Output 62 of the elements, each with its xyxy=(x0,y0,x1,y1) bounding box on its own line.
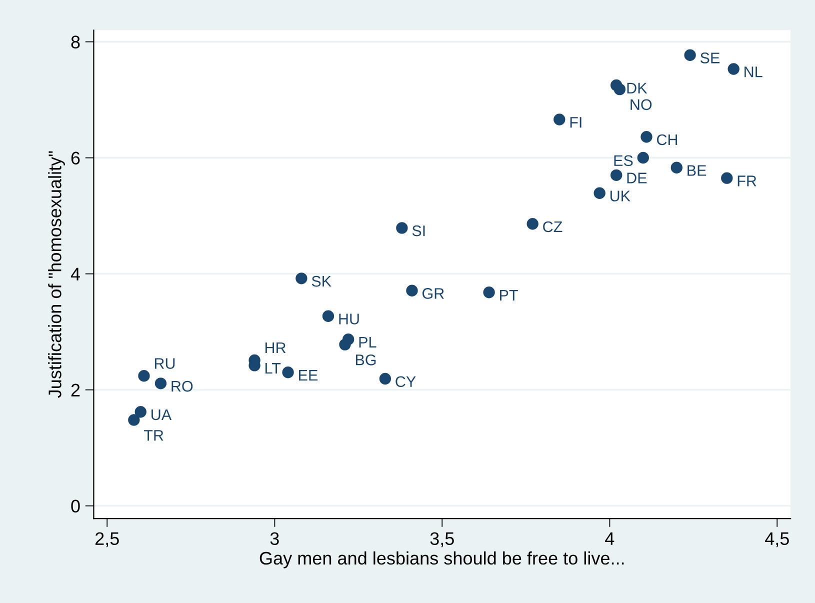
point xyxy=(610,169,622,182)
annotation: NL xyxy=(744,66,762,78)
annotation: TR xyxy=(144,430,164,441)
annotation: PT xyxy=(500,290,518,300)
annotation: UA xyxy=(152,409,172,420)
point xyxy=(684,49,696,61)
point xyxy=(134,406,146,418)
x-tick-label: 3 xyxy=(270,532,279,546)
annotation: RO xyxy=(172,380,193,392)
annotation: SK xyxy=(312,276,332,287)
point xyxy=(138,370,150,382)
annotation: FR xyxy=(738,176,756,186)
annotation: CH xyxy=(656,134,678,146)
annotation: SE xyxy=(700,52,720,64)
annotation: HU xyxy=(339,314,359,324)
point xyxy=(728,63,740,75)
x-axis-title: Gay men and lesbians should be free to live... xyxy=(260,551,624,568)
annotation: DE xyxy=(627,172,647,184)
annotation: LT xyxy=(266,363,281,374)
annotation: FI xyxy=(570,117,582,128)
annotation: ES xyxy=(614,155,633,166)
y-tick-label: 0 xyxy=(71,500,80,513)
point xyxy=(128,414,140,426)
point xyxy=(282,366,294,378)
point xyxy=(670,162,682,174)
x-tick-label: 3,5 xyxy=(430,532,454,548)
annotation: HR xyxy=(266,342,286,354)
annotation: SI xyxy=(412,225,425,236)
annotation: CZ xyxy=(543,221,562,232)
point xyxy=(526,218,538,230)
point xyxy=(322,310,334,322)
point xyxy=(594,187,606,199)
point xyxy=(640,131,652,143)
annotation: BE xyxy=(688,165,706,176)
annotation: RU xyxy=(154,358,175,369)
x-tick-label: 4,5 xyxy=(765,532,789,548)
x-tick-label: 4 xyxy=(605,532,614,545)
point xyxy=(721,172,733,184)
annotation: NO xyxy=(630,99,652,110)
y-tick-label: 4 xyxy=(70,268,80,280)
point xyxy=(379,372,392,385)
annotation: PL xyxy=(359,336,376,348)
annotation: CY xyxy=(396,376,416,388)
point xyxy=(154,378,167,390)
y-tick-label: 6 xyxy=(71,152,80,164)
annotation: UK xyxy=(610,190,630,202)
point xyxy=(396,222,408,234)
point xyxy=(406,284,418,296)
y-axis-title: Justification of "homosexuality" xyxy=(48,151,65,398)
annotation: GR xyxy=(422,288,444,299)
point xyxy=(614,83,626,96)
annotation: DK xyxy=(627,82,648,94)
annotation: BG xyxy=(356,354,376,366)
point xyxy=(296,272,308,284)
x-tick-label: 2,5 xyxy=(95,532,119,548)
point xyxy=(339,338,351,350)
point xyxy=(554,114,566,126)
y-tick-label: 2 xyxy=(71,384,80,396)
point xyxy=(483,286,495,298)
point xyxy=(637,152,649,164)
annotation: EE xyxy=(299,370,318,381)
y-tick-label: 8 xyxy=(71,36,80,48)
